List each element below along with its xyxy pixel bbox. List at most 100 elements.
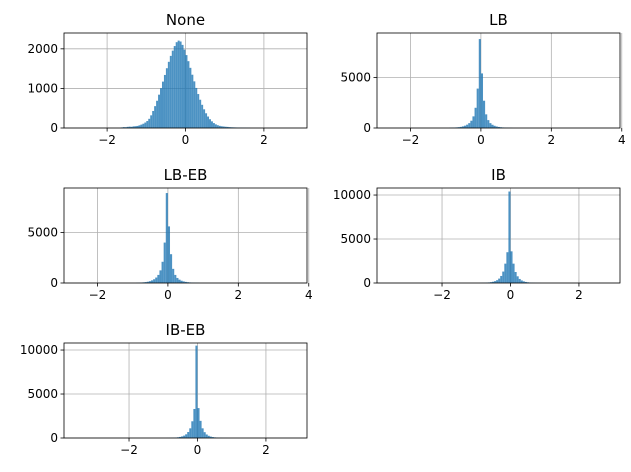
histogram-bar <box>187 61 190 128</box>
histogram-bar <box>504 263 507 283</box>
axis-ticks: −2 0 2 4 0 5000 <box>27 225 312 302</box>
histogram-bar <box>122 127 125 128</box>
histogram-bar <box>184 281 187 283</box>
histogram-bar <box>493 125 496 128</box>
histogram-bar <box>199 420 202 438</box>
histogram-bar <box>159 270 162 283</box>
subplot-title: IB-EB <box>166 321 206 339</box>
y-tick-label: 5000 <box>27 225 58 239</box>
axis-ticks: −2 0 2 4 0 5000 <box>340 70 625 147</box>
histogram-bars <box>479 191 542 283</box>
histogram-bar <box>199 99 202 128</box>
histogram-bar <box>207 435 210 438</box>
histogram-bar <box>494 281 497 283</box>
histogram-bar <box>478 39 481 129</box>
histogram-bar <box>136 125 139 128</box>
histogram-bar <box>138 125 141 128</box>
histogram-bar <box>506 252 509 283</box>
x-tick-label: −2 <box>433 288 451 302</box>
x-tick-label: 0 <box>507 288 515 302</box>
histogram-bar <box>483 100 486 128</box>
histogram-bar <box>177 40 180 128</box>
x-tick-label: −2 <box>120 443 138 457</box>
histogram-bar <box>167 226 171 283</box>
histogram-bar <box>485 114 488 128</box>
y-tick-label: 2000 <box>27 42 58 56</box>
histogram-bar <box>191 421 194 438</box>
histogram-bar <box>201 428 204 438</box>
histogram-bar <box>497 126 500 128</box>
histogram-bar <box>191 74 194 128</box>
histogram-bar <box>495 126 498 128</box>
histogram-bar <box>126 126 129 128</box>
histogram-bar <box>167 61 170 128</box>
axis-ticks: −2 0 2 0 5000 10000 <box>333 188 583 302</box>
y-tick-label: 5000 <box>340 70 371 84</box>
histogram-bar <box>466 124 469 128</box>
histogram-bar <box>487 120 490 128</box>
x-tick-label: 2 <box>548 133 556 147</box>
histogram-bar <box>201 104 204 128</box>
histogram-bar <box>132 126 135 128</box>
subplot-ib: IB −2 0 2 0 5000 10000 <box>333 166 621 302</box>
histogram-bar <box>498 278 501 283</box>
histogram-bar <box>179 41 182 128</box>
histogram-bar <box>130 126 133 128</box>
histogram-bars <box>136 193 200 283</box>
axis-ticks: −2 0 2 0 1000 2000 <box>27 42 267 147</box>
histogram-bar <box>476 88 479 128</box>
histogram-bar <box>205 434 208 438</box>
histogram-bar <box>510 251 513 283</box>
x-tick-label: 0 <box>164 288 172 302</box>
histogram-bar <box>178 279 181 283</box>
histogram-bar <box>193 408 196 438</box>
histogram-bar <box>491 281 495 283</box>
x-tick-label: −2 <box>402 133 420 147</box>
histogram-bar <box>516 276 519 283</box>
histogram-bar <box>224 126 227 128</box>
histogram-bar <box>158 94 161 128</box>
x-tick-label: 4 <box>305 288 313 302</box>
histogram-bar <box>155 277 158 283</box>
histogram-bar <box>183 49 186 128</box>
histogram-bars <box>166 345 229 438</box>
histogram-bar <box>181 436 184 438</box>
y-tick-label: 10000 <box>20 343 58 357</box>
histogram-bar <box>174 274 177 283</box>
plot-frame <box>376 32 621 129</box>
histogram-bar <box>216 125 219 128</box>
histogram-bar <box>203 432 206 438</box>
histogram-bar <box>496 280 499 283</box>
histogram-bar <box>161 261 164 283</box>
histogram-bar <box>142 123 145 128</box>
y-tick-label: 0 <box>363 121 371 135</box>
histogram-bar <box>163 74 166 128</box>
histogram-bar <box>468 123 471 128</box>
histogram-bar <box>140 124 143 128</box>
histogram-bar <box>214 124 217 128</box>
histogram-bar <box>489 282 492 283</box>
grid-lines <box>64 343 307 439</box>
histogram-bar <box>457 127 460 128</box>
histogram-bar <box>185 55 188 128</box>
histogram-bar <box>148 118 151 128</box>
histogram-bar <box>222 126 225 128</box>
histogram-bar <box>187 432 190 438</box>
histogram-bar <box>207 116 210 128</box>
histogram-bar <box>195 345 198 438</box>
histogram-bar <box>218 125 221 128</box>
y-tick-label: 5000 <box>27 387 58 401</box>
histogram-bar <box>189 67 192 128</box>
histogram-bar <box>470 120 473 128</box>
histogram-bar <box>210 121 213 128</box>
x-tick-label: −2 <box>98 133 116 147</box>
histogram-bar <box>153 279 156 283</box>
x-tick-label: 4 <box>618 133 626 147</box>
histogram-bar <box>128 126 131 128</box>
histogram-bar <box>172 268 175 283</box>
x-tick-label: 2 <box>260 133 268 147</box>
y-tick-label: 10000 <box>333 188 371 202</box>
subplot-ib-eb: IB-EB −2 0 2 0 5000 10000 <box>20 321 308 457</box>
grid-lines <box>377 188 620 284</box>
histogram-bar <box>520 280 523 283</box>
